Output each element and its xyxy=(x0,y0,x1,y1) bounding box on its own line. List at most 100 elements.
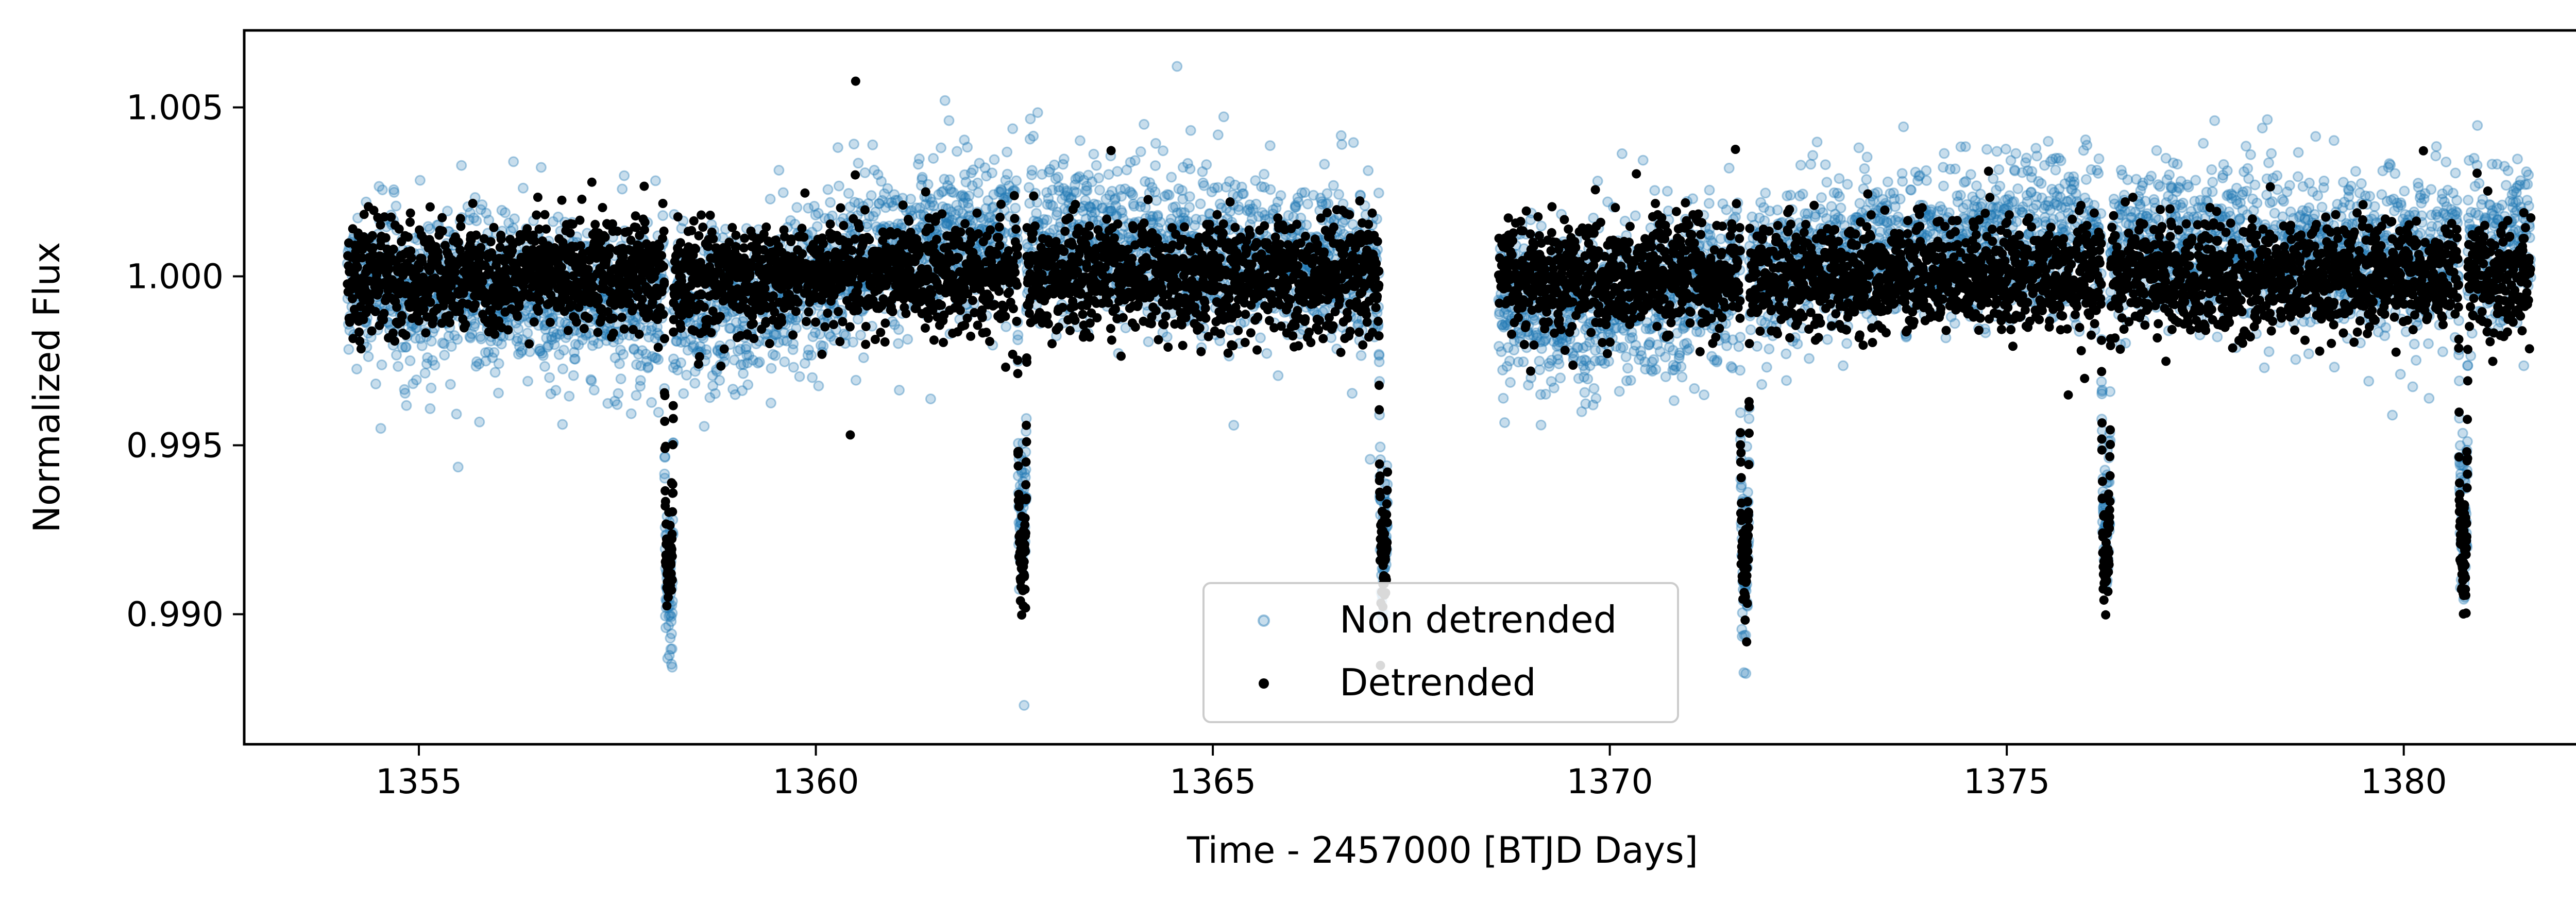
point-non-detrended xyxy=(788,362,799,373)
point-non-detrended xyxy=(2093,153,2105,164)
point-non-detrended xyxy=(476,333,487,345)
point-non-detrended xyxy=(404,355,416,366)
point-non-detrended xyxy=(615,373,626,385)
point-non-detrended xyxy=(709,388,721,399)
point-non-detrended xyxy=(1975,189,1986,200)
point-non-detrended xyxy=(811,221,823,232)
point-non-detrended xyxy=(474,416,485,428)
point-non-detrended xyxy=(1001,321,1012,332)
point-non-detrended xyxy=(1797,189,1808,200)
point-non-detrended xyxy=(853,158,864,169)
point-non-detrended xyxy=(612,399,623,410)
point-non-detrended xyxy=(1882,176,1893,187)
point-non-detrended xyxy=(1834,173,1845,184)
point-non-detrended xyxy=(569,353,581,365)
point-non-detrended xyxy=(773,165,785,176)
point-non-detrended xyxy=(1921,175,1932,186)
point-non-detrended xyxy=(738,368,749,379)
point-non-detrended xyxy=(1590,392,1602,404)
point-non-detrended xyxy=(1838,360,1849,371)
point-non-detrended xyxy=(451,408,462,420)
point-non-detrended xyxy=(1816,192,1827,203)
point-non-detrended xyxy=(588,384,600,396)
point-non-detrended xyxy=(473,358,485,369)
point-non-detrended xyxy=(902,334,913,345)
point-non-detrended xyxy=(925,394,936,404)
point-non-detrended xyxy=(370,378,381,389)
point-non-detrended xyxy=(848,336,859,348)
point-non-detrended xyxy=(351,364,362,374)
point-non-detrended xyxy=(401,400,412,411)
point-non-detrended xyxy=(343,344,354,355)
point-non-detrended xyxy=(1764,344,1775,355)
point-non-detrended xyxy=(1265,184,1276,195)
point-non-detrended xyxy=(1820,159,1831,170)
point-non-detrended xyxy=(2012,183,2024,194)
point-non-detrended xyxy=(1347,388,1358,399)
point-non-detrended xyxy=(400,341,411,353)
point-non-detrended xyxy=(1518,356,1529,367)
point-non-detrended xyxy=(989,154,1000,165)
point-non-detrended xyxy=(1592,176,1603,186)
point-non-detrended xyxy=(539,361,550,372)
point-non-detrended xyxy=(1761,362,1772,373)
point-non-detrended xyxy=(456,160,467,171)
point-non-detrended xyxy=(1218,111,1229,123)
point-non-detrended xyxy=(393,361,404,372)
point-non-detrended xyxy=(928,200,939,211)
point-non-detrended xyxy=(936,142,946,153)
point-non-detrended xyxy=(765,397,776,408)
point-non-detrended xyxy=(493,387,504,399)
point-non-detrended xyxy=(866,190,877,201)
point-non-detrended xyxy=(1733,341,1744,352)
point-non-detrended xyxy=(422,352,433,363)
point-non-detrended xyxy=(1184,191,1195,202)
point-non-detrended xyxy=(1906,184,1917,196)
point-non-detrended xyxy=(1032,107,1043,118)
point-non-detrended xyxy=(1994,180,2006,192)
point-non-detrended xyxy=(469,318,481,330)
point-non-detrended xyxy=(480,355,492,367)
point-non-detrended xyxy=(1662,185,1673,197)
point-non-detrended xyxy=(438,338,450,350)
point-non-detrended xyxy=(646,397,657,408)
point-non-detrended xyxy=(1321,188,1333,199)
point-non-detrended xyxy=(2026,166,2038,177)
point-non-detrended xyxy=(421,358,432,369)
point-non-detrended xyxy=(666,628,677,640)
point-non-detrended xyxy=(1363,165,1374,176)
point-non-detrended xyxy=(470,361,482,372)
point-non-detrended xyxy=(635,375,646,386)
point-non-detrended xyxy=(619,170,630,181)
point-non-detrended xyxy=(973,187,984,198)
point-non-detrended xyxy=(1074,135,1086,146)
point-non-detrended xyxy=(1185,125,1196,136)
point-non-detrended xyxy=(1676,371,1688,383)
point-non-detrended xyxy=(480,347,491,358)
point-non-detrended xyxy=(777,187,789,198)
point-non-detrended xyxy=(483,347,494,358)
point-non-detrended xyxy=(1071,187,1082,198)
point-non-detrended xyxy=(1675,361,1687,372)
point-non-detrended xyxy=(1548,382,1560,394)
point-non-detrended xyxy=(1103,169,1114,180)
point-non-detrended xyxy=(1010,202,1021,214)
point-non-detrended xyxy=(1861,151,1873,163)
point-non-detrended xyxy=(1684,343,1694,354)
point-non-detrended xyxy=(1668,395,1680,406)
point-non-detrended xyxy=(439,350,450,361)
point-non-detrended xyxy=(1326,332,1337,344)
point-non-detrended xyxy=(471,356,482,367)
point-non-detrended xyxy=(1785,190,1796,201)
point-non-detrended xyxy=(464,331,476,343)
point-non-detrended xyxy=(826,210,838,221)
point-non-detrended xyxy=(1859,163,1870,174)
point-non-detrended xyxy=(426,382,437,394)
point-non-detrended xyxy=(503,217,515,229)
point-non-detrended xyxy=(770,350,781,361)
point-non-detrended xyxy=(1049,159,1060,170)
point-non-detrended xyxy=(1630,210,1641,221)
point-non-detrended xyxy=(1721,204,1732,215)
point-non-detrended xyxy=(1807,150,1819,161)
point-non-detrended xyxy=(766,363,777,374)
